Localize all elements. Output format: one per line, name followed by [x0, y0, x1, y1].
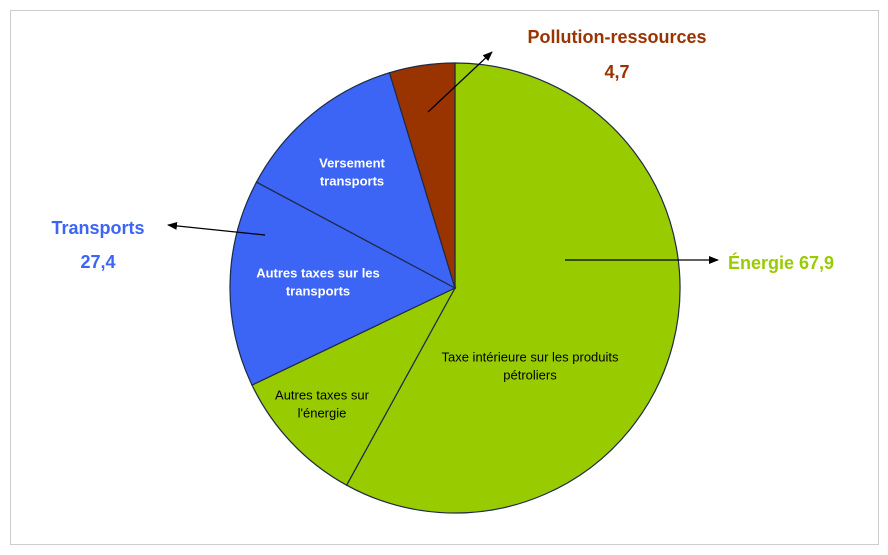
slice-label: Taxe intérieure sur les produits pétroli…	[441, 349, 619, 382]
group-value: 67,9	[799, 252, 835, 273]
arrow	[167, 221, 266, 236]
slice-label: Autres taxes sur l'énergie	[275, 387, 369, 420]
frame	[10, 10, 879, 545]
group-label: Transports	[51, 217, 145, 238]
pie-slice	[251, 286, 457, 486]
slice-label: Autres taxes sur les transports	[256, 265, 380, 298]
pie-slice	[345, 62, 681, 514]
slice-label: Versement transports	[319, 155, 385, 188]
group-label-line: Énergie 67,9	[728, 251, 834, 275]
pie-slice	[388, 62, 456, 289]
group-value: 27,4	[80, 251, 116, 272]
arrow	[427, 51, 493, 113]
group-label: Pollution-ressources	[527, 26, 707, 47]
pie-slice	[229, 181, 457, 386]
group-value: 4,7	[604, 61, 630, 82]
group-label: Énergie	[728, 252, 795, 273]
